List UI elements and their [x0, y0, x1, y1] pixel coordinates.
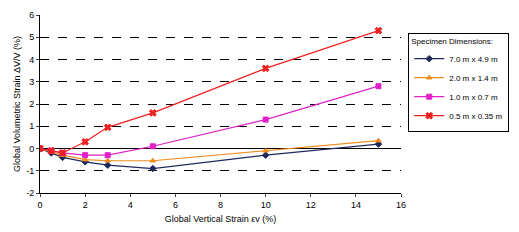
svg-text:Global Volumetric Strain ΔV/V: Global Volumetric Strain ΔV/V (%) — [12, 36, 22, 172]
svg-text:Global Vertical Strain εv (%): Global Vertical Strain εv (%) — [165, 214, 277, 224]
svg-text:0.5 m x 0.35 m: 0.5 m x 0.35 m — [449, 112, 502, 121]
svg-text:4: 4 — [29, 55, 34, 65]
svg-text:-2: -2 — [26, 188, 34, 198]
svg-text:3: 3 — [29, 77, 34, 87]
svg-text:6: 6 — [29, 10, 34, 20]
svg-text:-1: -1 — [26, 166, 34, 176]
svg-text:0: 0 — [29, 144, 34, 154]
svg-text:5: 5 — [29, 32, 34, 42]
svg-text:1: 1 — [29, 121, 34, 131]
svg-text:2: 2 — [29, 99, 34, 109]
svg-text:2: 2 — [83, 200, 88, 210]
svg-text:1.0 m x 0.7 m: 1.0 m x 0.7 m — [449, 93, 498, 102]
svg-text:14: 14 — [351, 200, 361, 210]
svg-text:6: 6 — [173, 200, 178, 210]
svg-text:16: 16 — [396, 200, 406, 210]
svg-text:Specimen Dimensions:: Specimen Dimensions: — [411, 37, 493, 46]
svg-text:8: 8 — [218, 200, 223, 210]
svg-text:7.0 m x 4.9 m: 7.0 m x 4.9 m — [449, 55, 498, 64]
svg-text:2.0 m x 1.4 m: 2.0 m x 1.4 m — [449, 74, 498, 83]
svg-text:12: 12 — [306, 200, 316, 210]
svg-text:4: 4 — [128, 200, 133, 210]
svg-text:0: 0 — [37, 200, 42, 210]
svg-text:10: 10 — [261, 200, 271, 210]
